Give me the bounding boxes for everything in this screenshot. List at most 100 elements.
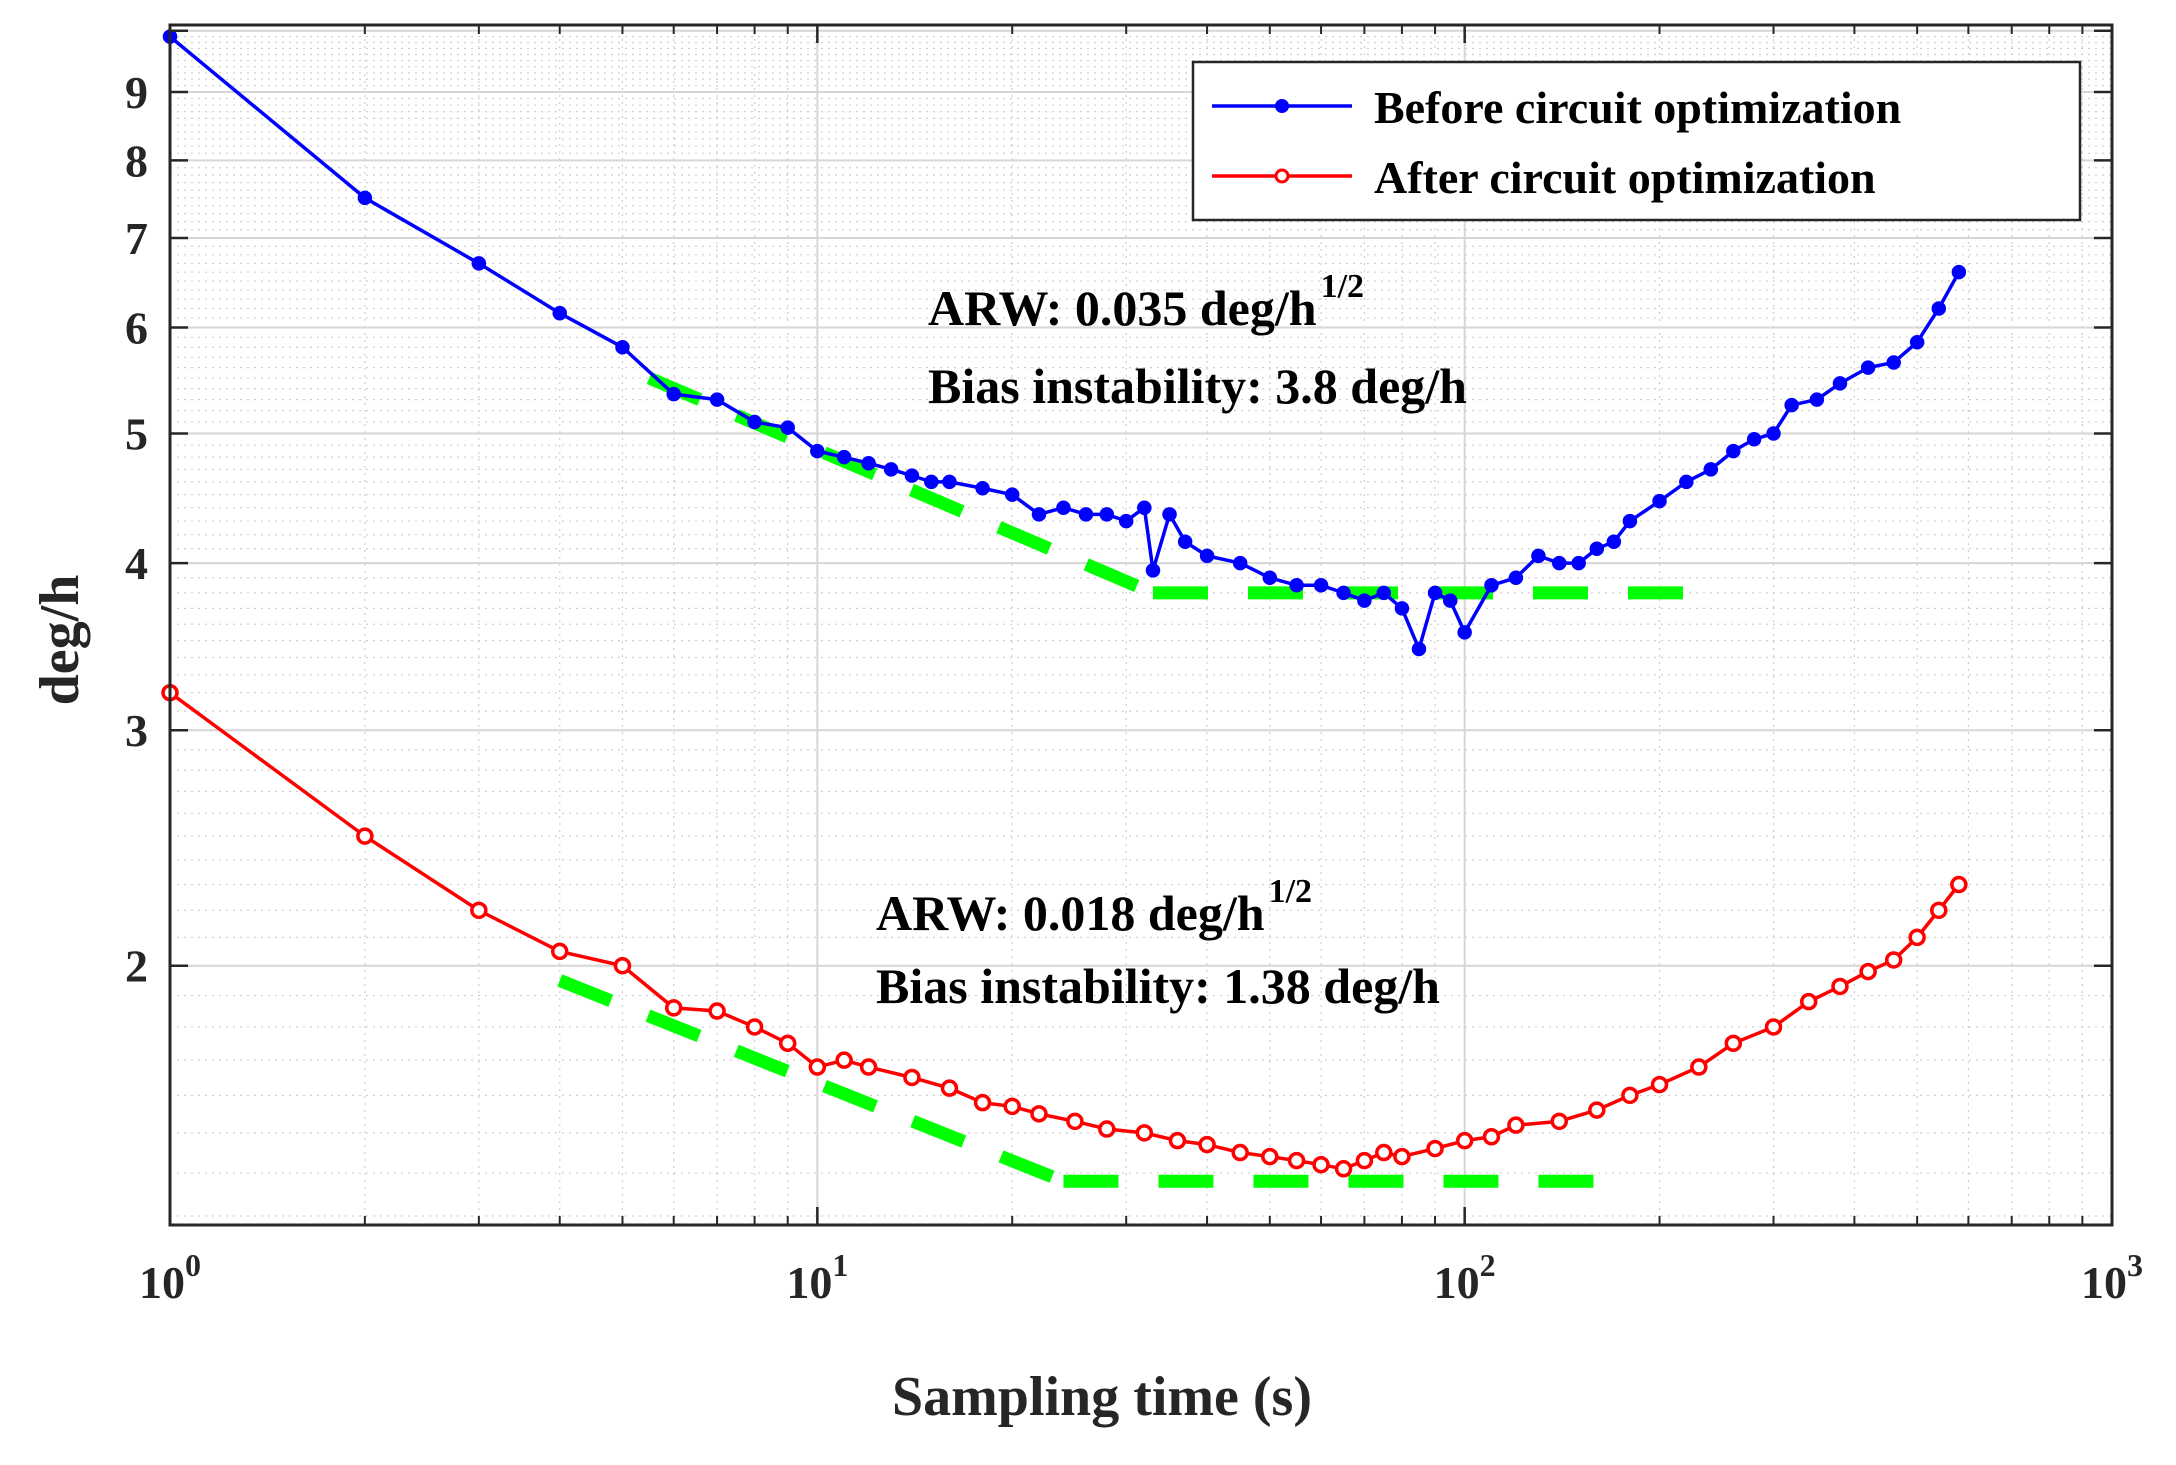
data-point [904,468,920,483]
data-point [1809,392,1825,407]
data-point [1078,507,1094,522]
data-point [1766,426,1781,441]
data-point [1135,1124,1154,1142]
data-point [1198,1135,1216,1154]
data-point [1622,513,1638,529]
data-point [1394,601,1410,616]
legend-before-marker [1275,99,1289,113]
data-point [1287,1151,1306,1170]
data-point [1652,493,1667,509]
data-point [1784,397,1799,413]
data-point [1145,563,1161,578]
data-point [861,455,876,471]
data-point [1726,443,1741,459]
data-point [470,901,488,920]
data-point [973,1093,992,1112]
data-point [1232,555,1248,571]
data-point [1003,1097,1021,1116]
data-point [1427,585,1443,601]
y-tick-label: 5 [125,408,148,459]
data-point [1531,548,1546,564]
data-point [708,1002,726,1020]
data-point [1168,1131,1187,1150]
data-point [1860,360,1876,375]
data-point [1930,901,1948,920]
axis-ticks [168,25,2114,1225]
y-tick-label: 9 [125,67,148,118]
data-series [161,29,1968,1178]
data-point [1703,462,1719,477]
data-point [1951,264,1967,280]
data-point [1312,1155,1330,1174]
data-point [1376,585,1392,601]
legend: Before circuit optimization After circui… [1191,60,2082,222]
data-point [975,480,990,496]
data-point [615,339,630,355]
y-axis-title: deg/h [29,575,91,706]
x-tick-label: 102 [1434,1247,1496,1308]
data-point [942,474,957,490]
data-point [836,449,852,465]
data-point [1162,507,1177,522]
data-point [1606,534,1622,549]
x-tick-label: 103 [2081,1247,2143,1308]
data-point [1886,355,1901,370]
data-point [1031,507,1047,522]
data-point [1262,570,1278,586]
y-tick-label: 2 [125,941,148,992]
series-after [161,683,1968,1178]
data-point [1908,928,1926,947]
data-point [1030,1105,1048,1123]
annotation-after-bias: Bias instability: 1.38 deg/h [876,958,1440,1014]
legend-after-marker [1274,168,1290,184]
data-point [1375,1143,1393,1162]
x-tick-label: 101 [786,1247,848,1308]
annotation-after-arw: ARW: 0.018 deg/h 1/2 [876,873,1312,941]
data-point [664,999,683,1017]
annotation-after: ARW: 0.018 deg/h 1/2 Bias instability: 1.… [876,873,1440,1014]
data-point [1442,593,1458,608]
data-point [859,1058,878,1076]
y-tick-label: 3 [125,705,148,756]
data-point [1764,1018,1783,1036]
annotation-before-arw: ARW: 0.035 deg/h 1/2 [928,268,1364,336]
data-point [1336,585,1351,601]
data-point [1679,474,1694,490]
data-point [1484,578,1499,593]
data-point [1832,376,1848,391]
data-point [940,1079,959,1097]
data-point [1334,1160,1353,1178]
data-point [1507,1116,1525,1134]
y-tick-label: 6 [125,303,148,354]
data-point [1118,513,1134,529]
data-point [1137,500,1152,515]
annotation-before-bias: Bias instability: 3.8 deg/h [928,358,1467,414]
data-point [666,386,681,402]
data-point [1588,1101,1606,1119]
data-point [1508,570,1524,586]
data-point [1313,578,1329,593]
data-point [1909,334,1925,350]
data-point [1261,1147,1279,1166]
y-tick-label: 4 [125,538,148,589]
y-tick-label: 8 [125,135,148,186]
data-point [1231,1143,1249,1162]
annotation-before: ARW: 0.035 deg/h 1/2 Bias instability: 3.… [928,268,1467,414]
data-point [1799,992,1818,1011]
data-point [780,420,795,435]
data-point [808,1058,827,1076]
legend-box [1191,60,2082,222]
data-point [1355,1151,1374,1170]
data-point [903,1068,921,1087]
y-tick-label: 7 [125,213,148,264]
data-point [924,474,939,490]
data-point [810,443,825,459]
data-point [1199,548,1215,564]
data-point [883,462,899,477]
data-point [1831,977,1849,996]
data-point [1550,1112,1569,1131]
data-point [835,1051,853,1069]
data-point [1426,1139,1444,1158]
data-point [1357,593,1372,608]
